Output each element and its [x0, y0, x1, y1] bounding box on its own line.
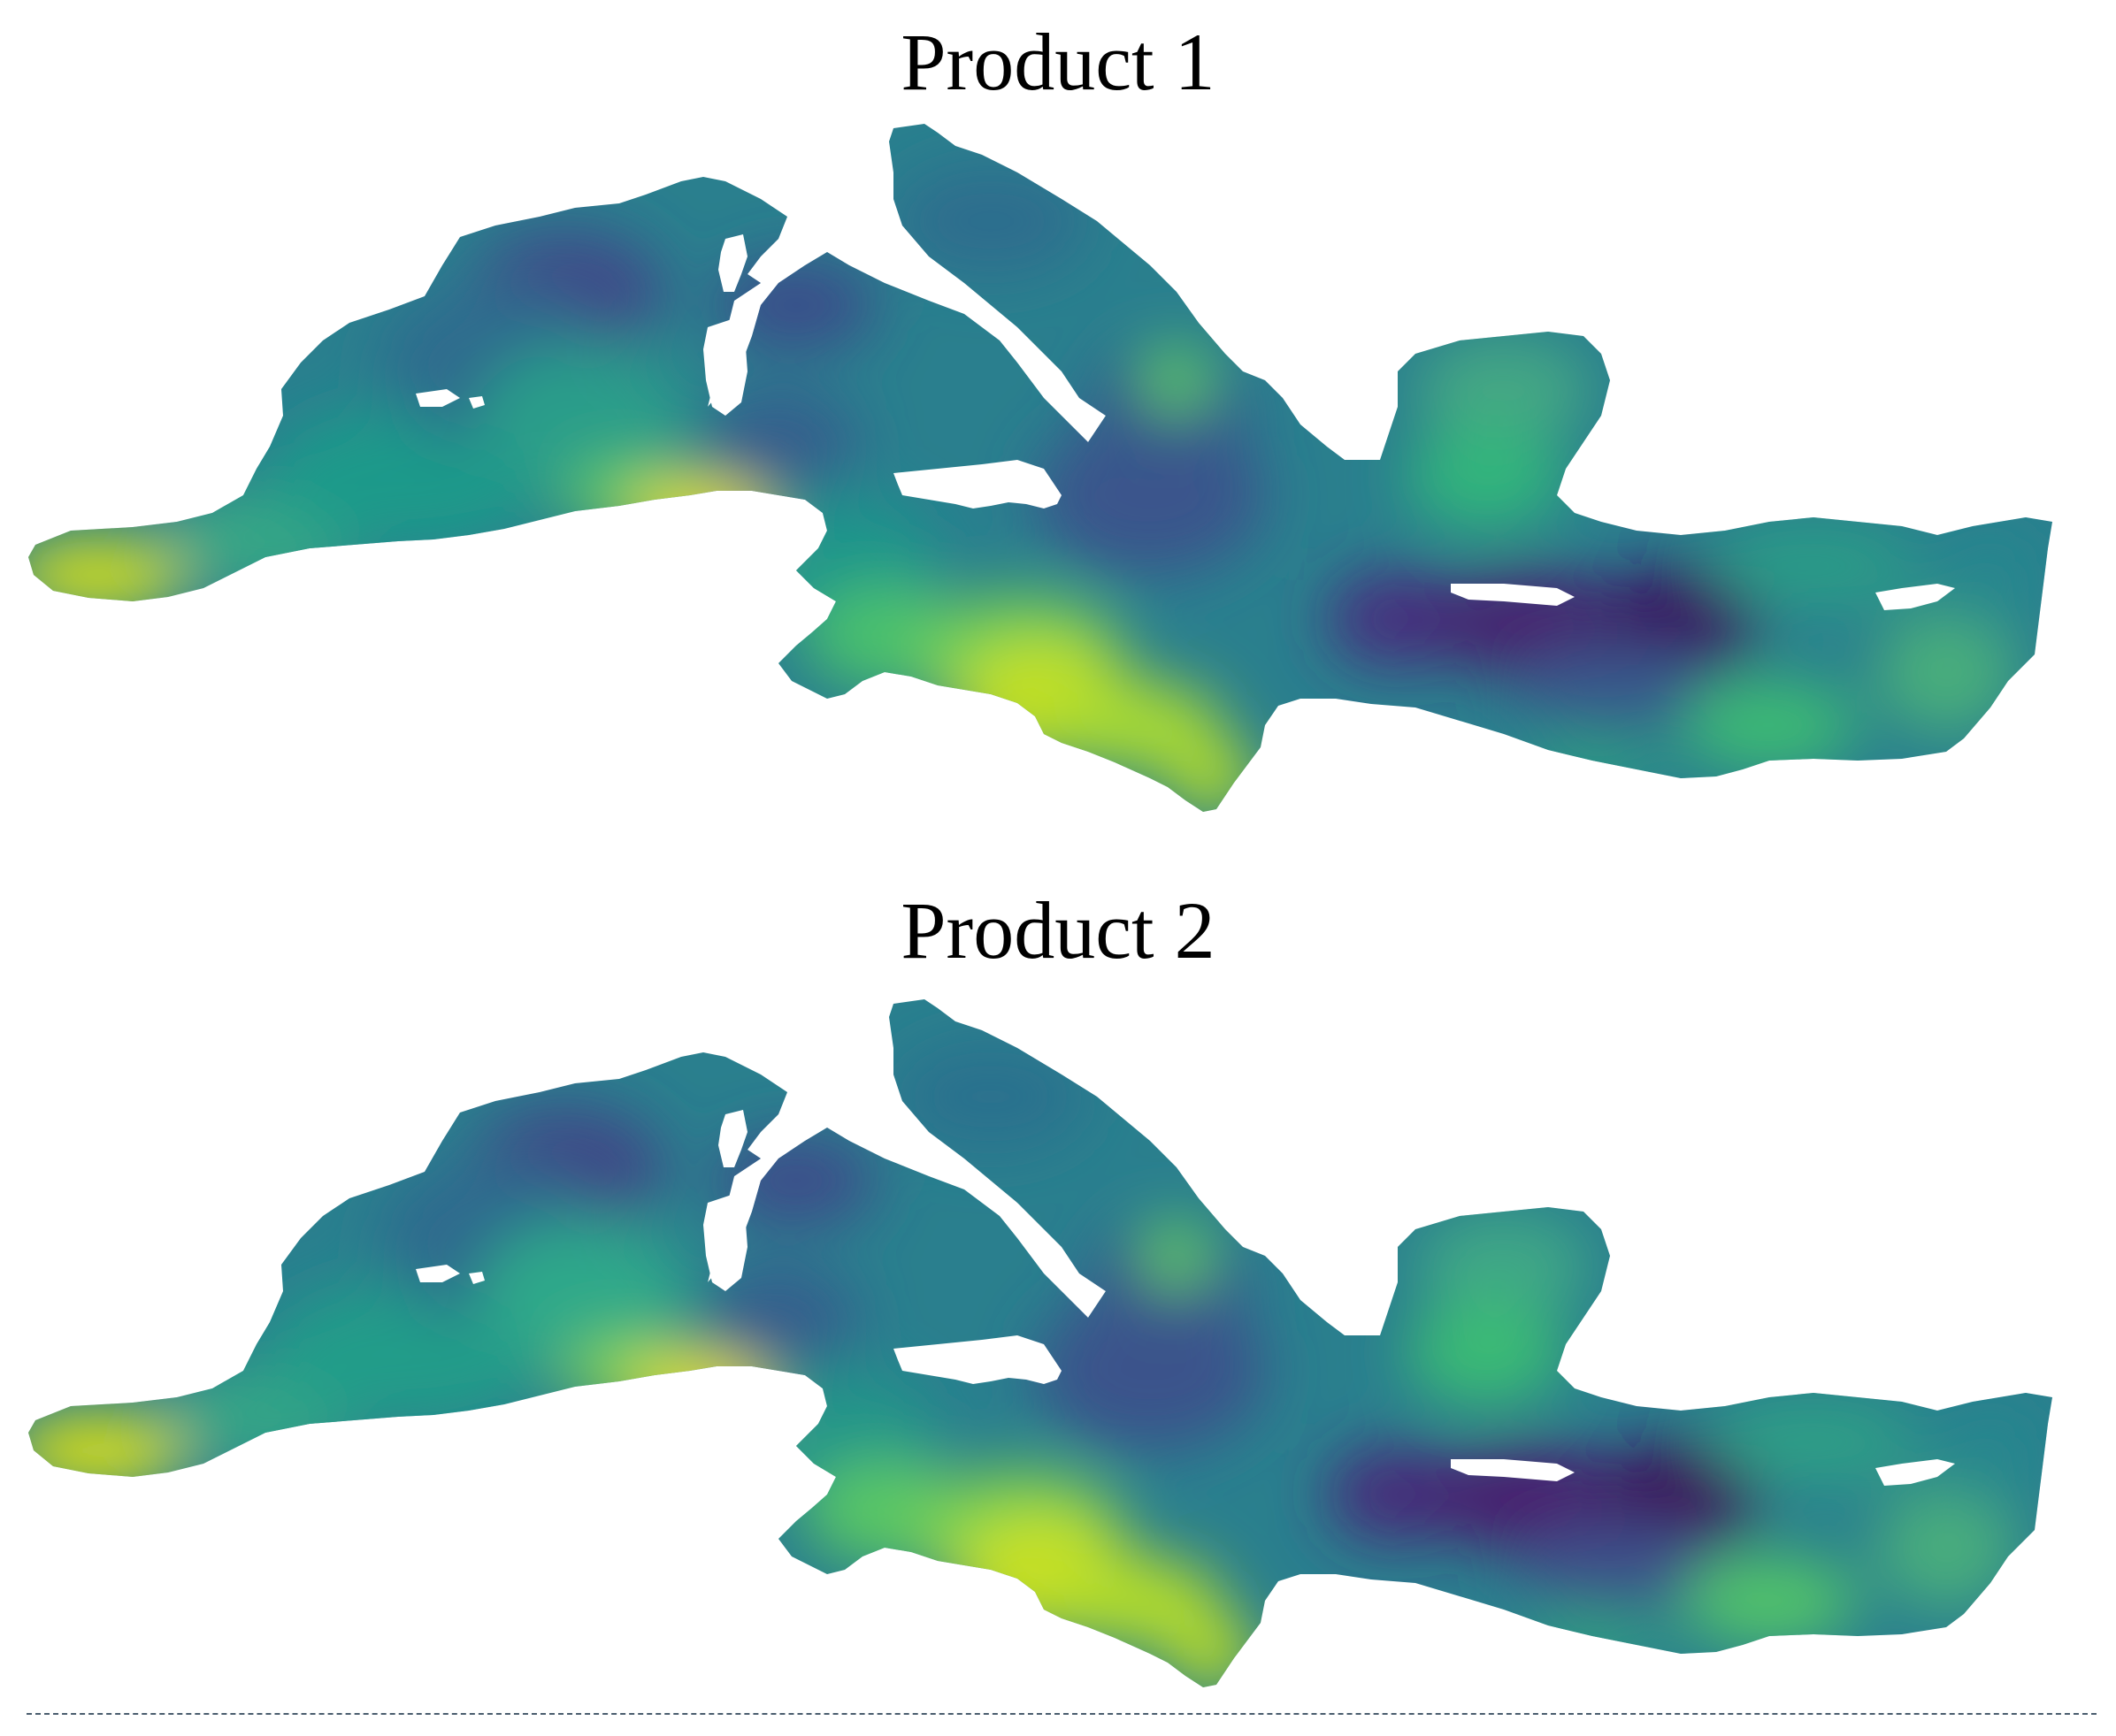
- map-panel-product-1: Product 1: [0, 0, 2116, 849]
- panel-title: Product 2: [901, 885, 1215, 975]
- map-panel-product-2: Product 2: [0, 876, 2116, 1725]
- islands: [416, 1110, 1955, 1486]
- islands: [416, 234, 1955, 610]
- panel-title: Product 1: [901, 17, 1215, 107]
- mediterranean-map: [28, 999, 2052, 1687]
- bottom-divider: [27, 1713, 2097, 1715]
- mediterranean-map: [28, 124, 2052, 812]
